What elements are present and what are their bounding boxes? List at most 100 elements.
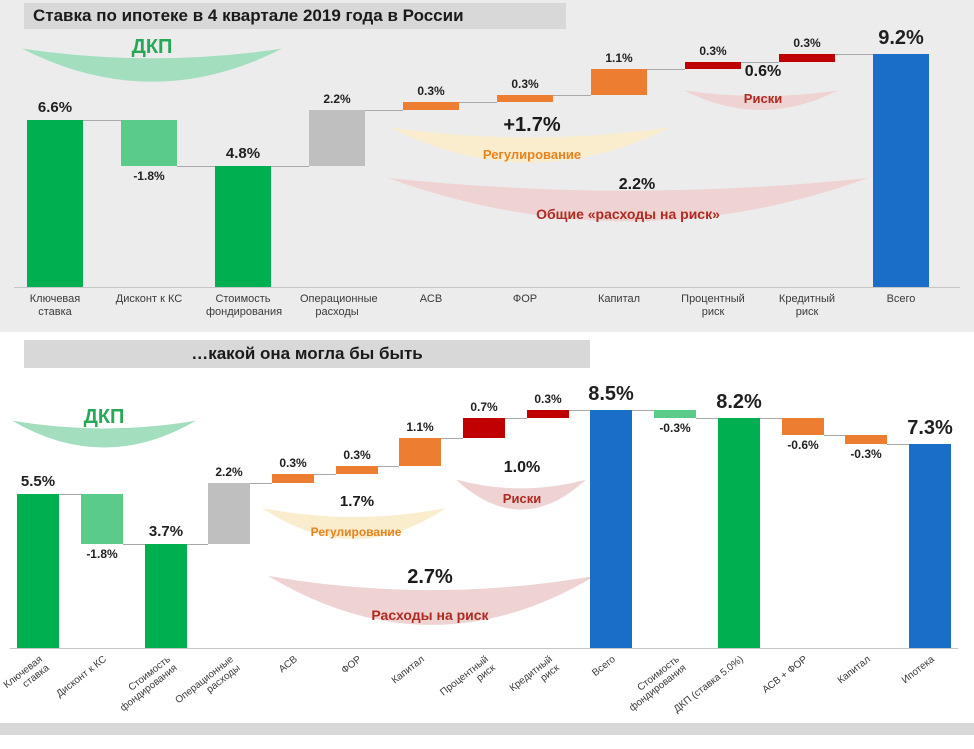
annotation-value-label: 0.6% bbox=[744, 63, 782, 80]
bar-value-label: 0.3% bbox=[793, 36, 821, 51]
x-axis-label: Процентный риск bbox=[681, 293, 745, 319]
dkp-arc bbox=[22, 38, 282, 102]
waterfall-connector bbox=[647, 69, 685, 71]
waterfall-connector bbox=[250, 482, 272, 484]
x-axis-label: Дисконт к КС bbox=[115, 293, 183, 305]
waterfall-bar bbox=[590, 410, 632, 648]
bar-value-label: 5.5% bbox=[20, 473, 56, 490]
annotation-value-label: 2.2% bbox=[618, 176, 656, 193]
top-chart-title-strip: Ставка по ипотеке в 4 квартале 2019 года… bbox=[24, 3, 566, 29]
waterfall-bar bbox=[685, 61, 741, 70]
bar-value-label: 0.3% bbox=[343, 448, 371, 462]
bar-value-label: 0.3% bbox=[534, 392, 562, 406]
waterfall-bar bbox=[81, 494, 123, 545]
annotation-title: Регулирование bbox=[310, 525, 402, 539]
top-chart-plot: ДКП +1.7% Регулирование 0.6% Риски 2.2% Общие … bbox=[0, 0, 974, 332]
bar-value-label: 2.2% bbox=[215, 464, 243, 479]
waterfall-bar bbox=[145, 544, 187, 648]
risk_total-arc bbox=[268, 560, 595, 655]
bottom-chart-plot: ДКП 1.7% Регулирование 1.0% Риски 2.7% Расходы… bbox=[0, 332, 974, 723]
bar-value-label: 2.2% bbox=[323, 91, 351, 106]
waterfall-bar bbox=[272, 474, 314, 483]
bar-value-label: 7.3% bbox=[907, 416, 953, 439]
bottom-chart-panel: …какой она могла бы быть ДКП 1.7% Регулиро… bbox=[0, 332, 974, 723]
waterfall-bar bbox=[497, 94, 553, 103]
waterfall-bar bbox=[336, 466, 378, 475]
waterfall-connector bbox=[459, 102, 497, 104]
waterfall-bar bbox=[654, 410, 696, 419]
bar-value-label: 0.3% bbox=[279, 456, 307, 471]
bar-value-label: -0.3% bbox=[850, 446, 882, 461]
dkp-arc bbox=[12, 412, 196, 464]
bar-value-label: 6.6% bbox=[37, 99, 73, 117]
bar-value-label: -0.6% bbox=[787, 438, 819, 453]
waterfall-connector bbox=[271, 165, 309, 167]
waterfall-bar bbox=[17, 494, 59, 648]
waterfall-bar bbox=[873, 54, 929, 287]
bar-value-label: 4.8% bbox=[225, 144, 261, 162]
x-axis-label: Кредитный риск bbox=[778, 293, 836, 319]
waterfall-connector bbox=[441, 438, 463, 439]
waterfall-bar bbox=[779, 54, 835, 62]
bar-value-label: 1.1% bbox=[605, 51, 633, 66]
waterfall-connector bbox=[553, 94, 591, 96]
annotation-value-label: +1.7% bbox=[503, 114, 561, 136]
waterfall-connector bbox=[83, 120, 121, 122]
regulation-arc bbox=[262, 498, 446, 558]
bar-value-label: 0.3% bbox=[511, 76, 539, 91]
x-axis-line bbox=[10, 648, 958, 649]
footer-strip bbox=[0, 723, 974, 735]
bar-value-label: 1.1% bbox=[406, 420, 434, 434]
waterfall-connector bbox=[123, 544, 145, 546]
x-axis-label: Операционные расходы bbox=[300, 293, 378, 319]
annotation-value-label: 1.7% bbox=[339, 493, 375, 510]
waterfall-bar bbox=[591, 69, 647, 95]
waterfall-connector bbox=[696, 418, 718, 420]
waterfall-bar bbox=[527, 410, 569, 419]
waterfall-connector bbox=[741, 61, 779, 63]
bar-value-label: -1.8% bbox=[86, 547, 118, 562]
bar-value-label: 9.2% bbox=[878, 27, 924, 50]
waterfall-connector bbox=[187, 544, 208, 546]
x-axis-label: Всего bbox=[886, 293, 916, 305]
waterfall-bar bbox=[309, 109, 365, 166]
annotation-title: Расходы на риск bbox=[371, 607, 489, 623]
x-axis-line bbox=[14, 287, 960, 288]
x-axis-label: ФОР bbox=[512, 293, 538, 305]
bar-value-label: 0.7% bbox=[470, 400, 498, 415]
annotation-value-label: 1.0% bbox=[503, 459, 541, 476]
top-chart-panel: Ставка по ипотеке в 4 квартале 2019 года… bbox=[0, 0, 974, 332]
waterfall-connector bbox=[835, 54, 873, 56]
waterfall-bar bbox=[399, 438, 441, 466]
bar-value-label: 3.7% bbox=[148, 523, 184, 541]
waterfall-bar bbox=[845, 435, 887, 444]
x-axis-label: АСВ bbox=[419, 293, 443, 305]
bar-value-label: -0.3% bbox=[659, 421, 691, 436]
bar-value-label: 0.3% bbox=[417, 84, 445, 99]
risks-arc bbox=[684, 84, 838, 122]
waterfall-connector bbox=[505, 418, 527, 420]
waterfall-connector bbox=[59, 494, 81, 495]
waterfall-connector bbox=[887, 443, 909, 445]
annotation-title: Общие «расходы на риск» bbox=[536, 206, 720, 222]
waterfall-bar bbox=[718, 418, 760, 648]
x-axis-label: Ключевая ставка bbox=[29, 293, 81, 319]
waterfall-connector bbox=[378, 466, 399, 467]
annotation-title: ДКП bbox=[83, 406, 125, 428]
annotation-value-label: 2.7% bbox=[407, 566, 453, 588]
annotation-title: Риски bbox=[743, 91, 783, 106]
waterfall-connector bbox=[632, 410, 654, 411]
annotation-title: Регулирование bbox=[482, 147, 582, 162]
risks-arc bbox=[456, 470, 586, 528]
x-axis-label: Стоимость фондирования bbox=[206, 293, 283, 319]
waterfall-bar bbox=[208, 482, 250, 545]
bar-value-label: 0.3% bbox=[699, 43, 727, 58]
waterfall-bar bbox=[215, 165, 271, 287]
annotation-title: Риски bbox=[502, 491, 542, 506]
regulation-arc bbox=[390, 116, 670, 184]
bar-value-label: 8.2% bbox=[716, 391, 762, 414]
waterfall-connector bbox=[314, 474, 336, 476]
waterfall-connector bbox=[569, 410, 590, 411]
bottom-chart-title-strip: …какой она могла бы быть bbox=[24, 340, 590, 368]
